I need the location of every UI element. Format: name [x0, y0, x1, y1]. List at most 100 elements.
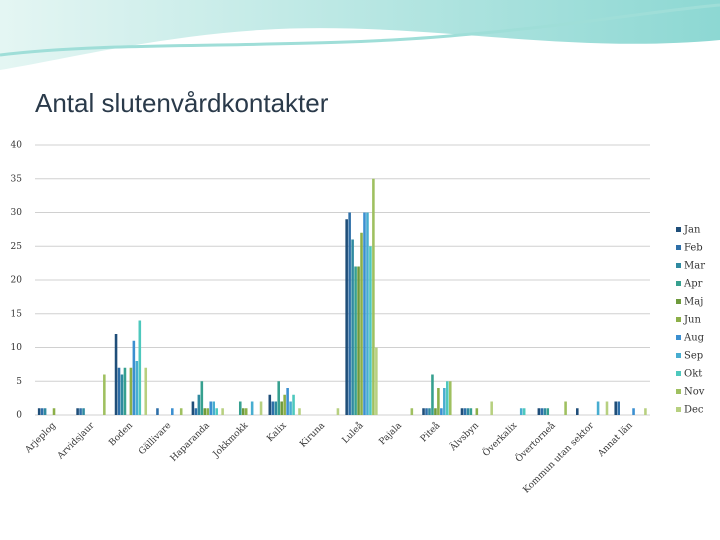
bar: [360, 232, 363, 415]
legend-label: Feb: [684, 243, 703, 254]
bar: [179, 408, 183, 415]
bar: [463, 408, 467, 415]
bar: [336, 408, 340, 415]
bar: [286, 388, 289, 415]
bar: [437, 388, 440, 415]
legend-swatch: [676, 371, 681, 376]
bar: [40, 408, 44, 415]
bar: [345, 219, 348, 415]
bar: [540, 408, 544, 415]
bar: [564, 401, 567, 415]
bar: [197, 394, 201, 415]
bar: [434, 408, 437, 415]
legend-swatch: [676, 245, 681, 250]
bar: [268, 394, 272, 415]
bar: [440, 408, 443, 415]
y-tick-label: 35: [11, 174, 23, 184]
bar: [221, 408, 224, 415]
bar: [617, 401, 620, 415]
x-tick-label: Boden: [107, 421, 135, 449]
bar: [443, 388, 446, 415]
y-tick-label: 0: [16, 411, 22, 421]
bar: [244, 408, 248, 415]
legend-label: Apr: [683, 279, 703, 290]
bar: [410, 408, 414, 415]
legend-swatch: [676, 317, 681, 322]
legend-label: Maj: [684, 297, 703, 308]
bar: [138, 320, 142, 415]
bar: [156, 408, 159, 415]
bar: [369, 246, 372, 415]
bar: [114, 334, 118, 415]
bar: [200, 381, 204, 415]
bar: [605, 401, 609, 415]
bar: [357, 266, 360, 415]
x-tick-label: Pajala: [378, 420, 405, 447]
bar: [241, 408, 245, 415]
bar: [259, 401, 263, 415]
bar: [363, 212, 366, 415]
bar: [543, 408, 547, 415]
bar: [209, 401, 213, 415]
bar: [79, 408, 82, 415]
bar: [466, 408, 470, 415]
y-tick-label: 40: [11, 141, 23, 151]
bar: [103, 374, 106, 415]
x-tick-label: Kiruna: [298, 420, 327, 449]
legend-swatch: [676, 299, 681, 304]
bar: [632, 408, 635, 415]
legend-label: Aug: [683, 333, 705, 344]
bar: [519, 408, 523, 415]
bar: [82, 408, 85, 415]
bar: [43, 408, 47, 415]
bar: [490, 401, 493, 415]
bar: [206, 408, 210, 415]
bar: [280, 401, 283, 415]
legend-label: Nov: [684, 387, 705, 398]
bar: [596, 401, 600, 415]
legend-label: Sep: [684, 351, 703, 362]
bar: [422, 408, 425, 415]
x-tick-label: Arvidsjaur: [55, 420, 97, 462]
legend-label: Jun: [683, 315, 701, 326]
bar: [132, 340, 136, 415]
x-tick-label: Annat län: [596, 421, 635, 460]
x-tick-label: Haparanda: [169, 420, 213, 464]
bar: [348, 212, 351, 415]
bar: [144, 367, 148, 415]
legend-swatch: [676, 407, 681, 412]
x-tick-label: Kommun utan sektor: [522, 420, 597, 495]
legend-swatch: [676, 263, 681, 268]
bar: [117, 367, 121, 415]
bar: [274, 401, 278, 415]
x-tick-label: Luleå: [339, 419, 366, 446]
bar: [289, 401, 292, 415]
bar: [366, 212, 369, 415]
x-tick-label: Jokkmokk: [211, 420, 251, 460]
legend-swatch: [676, 227, 681, 232]
bar: [448, 381, 452, 415]
bar: [351, 239, 354, 415]
bar: [238, 401, 242, 415]
y-tick-label: 10: [11, 343, 23, 353]
bar: [522, 408, 526, 415]
bar: [428, 408, 431, 415]
bar: [431, 374, 434, 415]
legend-label: Dec: [684, 405, 704, 416]
bar: [283, 394, 286, 415]
bar: [194, 408, 198, 415]
bar: [354, 266, 357, 415]
bar: [425, 408, 428, 415]
y-tick-label: 5: [16, 377, 22, 387]
decor-swoosh: [0, 0, 720, 70]
bar: [37, 408, 41, 415]
legend-label: Mar: [684, 261, 705, 272]
bar: [460, 408, 464, 415]
bar: [644, 408, 647, 415]
legend-swatch: [676, 335, 681, 340]
bar: [576, 408, 579, 415]
x-tick-label: Arjeplog: [23, 421, 58, 456]
chart-title: Antal slutenvårdkontakter: [35, 88, 329, 118]
